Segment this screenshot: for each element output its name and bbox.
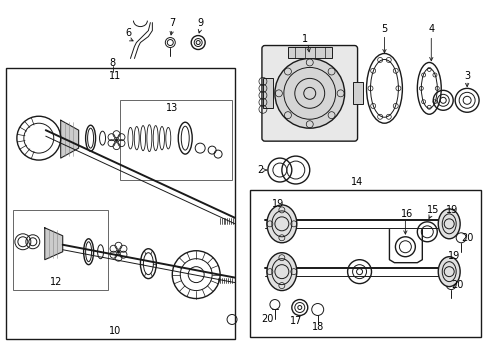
Text: 7: 7 [169, 18, 175, 28]
Text: 10: 10 [109, 327, 122, 336]
Text: 15: 15 [427, 205, 440, 215]
Bar [263, 78, 273, 108]
Circle shape [115, 139, 118, 141]
Text: 9: 9 [197, 18, 203, 28]
Circle shape [117, 250, 120, 253]
Text: 6: 6 [125, 28, 131, 37]
Bar [353, 82, 363, 104]
Text: 18: 18 [312, 323, 324, 332]
Text: 14: 14 [351, 177, 364, 187]
Text: 1: 1 [302, 33, 308, 44]
Ellipse shape [438, 209, 460, 239]
Ellipse shape [438, 257, 460, 287]
Text: 5: 5 [381, 24, 388, 33]
Text: 20: 20 [451, 280, 464, 289]
Bar [250, 190, 481, 337]
Text: 13: 13 [166, 103, 178, 113]
Polygon shape [61, 120, 78, 158]
Bar [288, 46, 332, 58]
Ellipse shape [267, 205, 297, 243]
Text: 4: 4 [428, 24, 434, 33]
Text: 11: 11 [109, 71, 122, 81]
Text: 3: 3 [464, 71, 470, 81]
Text: 19: 19 [272, 199, 284, 209]
Bar [121, 100, 232, 180]
Text: 19: 19 [446, 205, 458, 215]
Polygon shape [45, 228, 63, 260]
Text: 8: 8 [109, 58, 116, 68]
Bar [6, 68, 235, 339]
Text: 12: 12 [49, 276, 62, 287]
Circle shape [275, 58, 344, 128]
Text: 16: 16 [401, 209, 414, 219]
Text: 20: 20 [262, 314, 274, 324]
Text: 20: 20 [461, 233, 473, 243]
FancyBboxPatch shape [262, 45, 358, 141]
Ellipse shape [267, 253, 297, 291]
Text: 17: 17 [290, 316, 302, 327]
Text: 19: 19 [448, 251, 460, 261]
Text: 2: 2 [257, 165, 263, 175]
Bar [13, 210, 107, 289]
